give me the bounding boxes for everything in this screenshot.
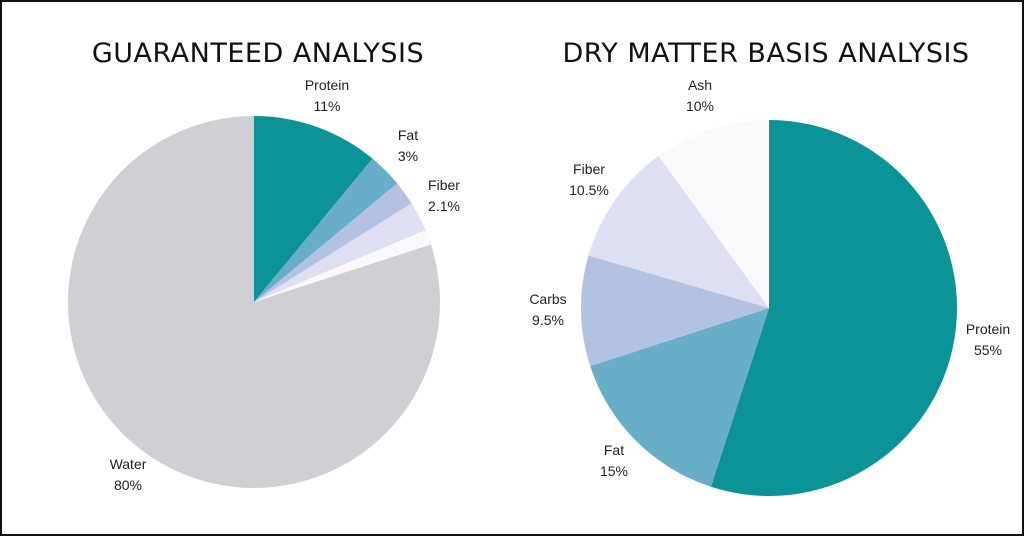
slice-label-protein: Protein [966, 321, 1010, 337]
pie-slice-carbs [581, 255, 769, 367]
pie-dry-matter: Protein 55% Fat 15% Carbs 9.5% Fiber 10.5% Ash 10… [529, 77, 1010, 496]
slice-value-water: 80% [114, 477, 142, 493]
slice-value-carbs: 9.5% [532, 312, 564, 328]
pie-slice-ash [658, 120, 769, 308]
slice-label-fiber: Fiber [428, 177, 460, 193]
slice-value-fat: 3% [398, 148, 418, 164]
slice-label-fiber: Fiber [573, 161, 605, 177]
slice-value-ash: 10% [686, 98, 714, 114]
pie-guaranteed: Protein 11% Fat 3% Fiber 2.1% Water 80% [68, 77, 460, 493]
slice-value-protein: 55% [974, 342, 1002, 358]
pie-slice-protein [710, 120, 957, 496]
chart-title-guaranteed: GUARANTEED ANALYSIS [91, 38, 425, 69]
slice-label-water: Water [110, 456, 147, 472]
pie-slice-fiber [254, 183, 412, 302]
slice-label-fat: Fat [398, 127, 418, 143]
slice-value-fiber: 10.5% [569, 182, 609, 198]
slice-value-fat: 15% [600, 463, 628, 479]
slice-value-protein: 11% [314, 98, 341, 114]
pie-slice-fat [254, 158, 398, 302]
pie-slice-protein [254, 116, 373, 302]
slice-label-ash: Ash [688, 77, 712, 93]
chart-title-dry-matter: DRY MATTER BASIS ANALYSIS [562, 38, 970, 69]
slice-value-fiber: 2.1% [428, 198, 460, 214]
slice-label-fat: Fat [604, 442, 624, 458]
pie-slice-unlabeled-3 [254, 203, 426, 302]
pie-slice-fiber [588, 155, 769, 308]
slice-label-protein: Protein [305, 77, 349, 93]
pie-slice-water [68, 116, 440, 488]
pie-slice-fat [590, 308, 769, 487]
slice-label-carbs: Carbs [529, 291, 566, 307]
pie-slice-unlabeled-4 [254, 230, 431, 302]
